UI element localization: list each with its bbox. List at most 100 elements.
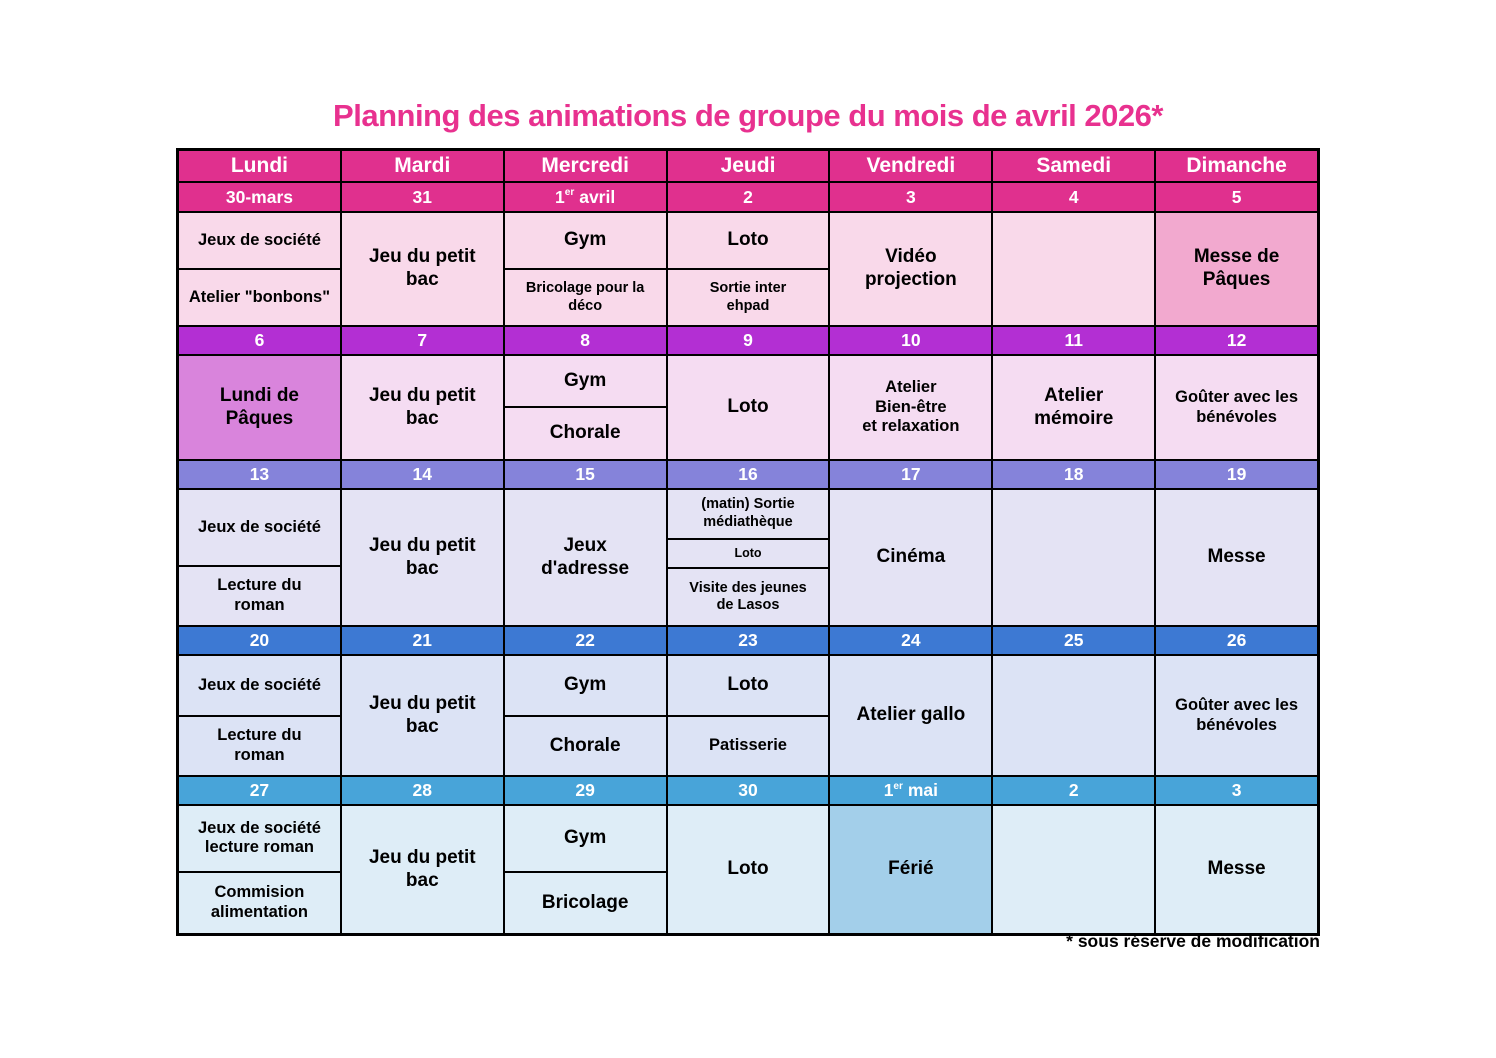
- date-cell: 16: [665, 461, 829, 488]
- day-column: Jeux de société lecture roman Commision a…: [179, 806, 340, 933]
- day-column: Lundi de Pâques: [179, 356, 340, 459]
- day-column: Jeu du petit bac: [339, 806, 503, 933]
- date-cell: 26: [1154, 627, 1317, 654]
- activity-cell: Goûter avec les bénévoles: [1156, 656, 1318, 775]
- day-column: Loto: [665, 806, 829, 933]
- day-column: Jeux d'adresse: [502, 490, 666, 625]
- date-cell: 11: [991, 327, 1154, 354]
- activity-cell: Atelier gallo: [830, 656, 992, 775]
- activity-cell: Messe: [1156, 490, 1318, 625]
- date-cell: 18: [991, 461, 1154, 488]
- activity-cell: Patisserie: [667, 714, 829, 775]
- day-header-jeudi: Jeudi: [665, 151, 829, 181]
- day-column: Férié: [828, 806, 992, 933]
- day-column: Messe de Pâques: [1154, 213, 1318, 325]
- activity-cell: [993, 213, 1155, 325]
- date-cell: 31: [339, 183, 503, 211]
- activity-cell: Lecture du roman: [179, 565, 340, 625]
- date-cell: 2: [665, 183, 829, 211]
- activity-cell: Commision alimentation: [179, 870, 340, 933]
- activity-cell: Jeux de société: [179, 656, 340, 715]
- page-title: Planning des animations de groupe du moi…: [333, 98, 1163, 133]
- date-cell: 1 er avril: [502, 183, 666, 211]
- activity-cell: [993, 656, 1155, 775]
- activity-cell: Férié: [830, 806, 992, 933]
- activity-cell: Lundi de Pâques: [179, 356, 340, 459]
- date-cell: 3: [828, 183, 991, 211]
- activity-cell: Jeux de société: [179, 213, 340, 268]
- week-1-date-row: 30-mars 31 1 er avril 2 3 4 5: [179, 181, 1317, 211]
- day-column: Gym Bricolage: [502, 806, 666, 933]
- date-cell: 30: [665, 777, 829, 804]
- date-cell: 4: [991, 183, 1154, 211]
- activity-cell: Jeu du petit bac: [341, 490, 503, 625]
- date-cell: 1 er mai: [828, 777, 991, 804]
- day-column: Messe: [1154, 806, 1318, 933]
- activity-cell: Loto: [667, 213, 829, 268]
- activity-cell: Jeu du petit bac: [341, 656, 503, 775]
- activity-cell: Chorale: [504, 406, 666, 459]
- activity-cell: Loto: [667, 537, 829, 568]
- day-column: Cinéma: [828, 490, 992, 625]
- activity-cell: Jeu du petit bac: [341, 356, 503, 459]
- date-cell: 5: [1154, 183, 1317, 211]
- activity-cell: [993, 490, 1155, 625]
- week-4-content-row: Jeux de société Lecture du roman Jeu du pe…: [179, 654, 1318, 775]
- day-column: [991, 806, 1155, 933]
- activity-cell: [993, 806, 1155, 933]
- day-header-dimanche: Dimanche: [1154, 151, 1317, 181]
- date-cell: 12: [1154, 327, 1317, 354]
- activity-cell: (matin) Sortie médiathèque: [667, 490, 829, 538]
- day-column: Loto Sortie inter ehpad: [665, 213, 829, 325]
- day-header-vendredi: Vendredi: [828, 151, 991, 181]
- date-cell: 15: [502, 461, 666, 488]
- day-column: Goûter avec les bénévoles: [1154, 656, 1318, 775]
- date-cell: 28: [339, 777, 503, 804]
- activity-cell: Messe: [1156, 806, 1318, 933]
- activity-cell: Bricolage pour la déco: [504, 268, 666, 325]
- week-3-content-row: Jeux de société Lecture du roman Jeu du pe…: [179, 488, 1318, 625]
- activity-cell: Gym: [504, 656, 666, 715]
- day-column: Gym Chorale: [502, 656, 666, 775]
- date-cell: 29: [502, 777, 666, 804]
- day-column: Jeux de société Lecture du roman: [179, 656, 340, 775]
- planning-table: Lundi Mardi Mercredi Jeudi Vendredi Samedi Dim…: [176, 148, 1320, 936]
- day-column: [991, 490, 1155, 625]
- activity-cell: Jeux d'adresse: [504, 490, 666, 625]
- date-cell: 27: [249, 780, 270, 800]
- day-column: Loto: [665, 356, 829, 459]
- day-column: Jeu du petit bac: [339, 490, 503, 625]
- date-cell: 6: [254, 330, 265, 350]
- activity-cell: Visite des jeunes de Lasos: [667, 567, 829, 625]
- footnote: * sous réserve de modification: [1066, 931, 1320, 951]
- date-cell: 25: [991, 627, 1154, 654]
- date-cell: 2: [991, 777, 1154, 804]
- activity-cell: Lecture du roman: [179, 714, 340, 775]
- day-column: Jeux de société Lecture du roman: [179, 490, 340, 625]
- day-column: Atelier mémoire: [991, 356, 1155, 459]
- activity-cell: Jeu du petit bac: [341, 213, 503, 325]
- activity-cell: Chorale: [504, 714, 666, 775]
- week-2-date-row: 6 7 8 9 10 11 12: [179, 325, 1317, 354]
- day-header-samedi: Samedi: [991, 151, 1154, 181]
- activity-cell: Loto: [667, 356, 829, 459]
- day-column: Jeu du petit bac: [339, 213, 503, 325]
- day-column: Atelier Bien-être et relaxation: [828, 356, 992, 459]
- week-5-date-row: 27 28 29 30 1 er mai 2 3: [179, 775, 1317, 804]
- date-cell: 9: [665, 327, 829, 354]
- activity-cell: Atelier "bonbons": [179, 268, 340, 325]
- day-column: Gym Chorale: [502, 356, 666, 459]
- day-column: Messe: [1154, 490, 1318, 625]
- activity-cell: Goûter avec les bénévoles: [1156, 356, 1318, 459]
- day-header-lundi: Lundi: [230, 154, 288, 177]
- day-column: Vidéo projection: [828, 213, 992, 325]
- activity-cell: Atelier Bien-être et relaxation: [830, 356, 992, 459]
- date-cell: 30-mars: [225, 186, 293, 207]
- day-header-mardi: Mardi: [339, 151, 503, 181]
- day-column: Jeux de société Atelier "bonbons": [179, 213, 340, 325]
- day-column: Loto Patisserie: [665, 656, 829, 775]
- date-cell: 10: [828, 327, 991, 354]
- week-3-date-row: 13 14 15 16 17 18 19: [179, 459, 1317, 488]
- date-cell: 21: [339, 627, 503, 654]
- activity-cell: Bricolage: [504, 870, 666, 933]
